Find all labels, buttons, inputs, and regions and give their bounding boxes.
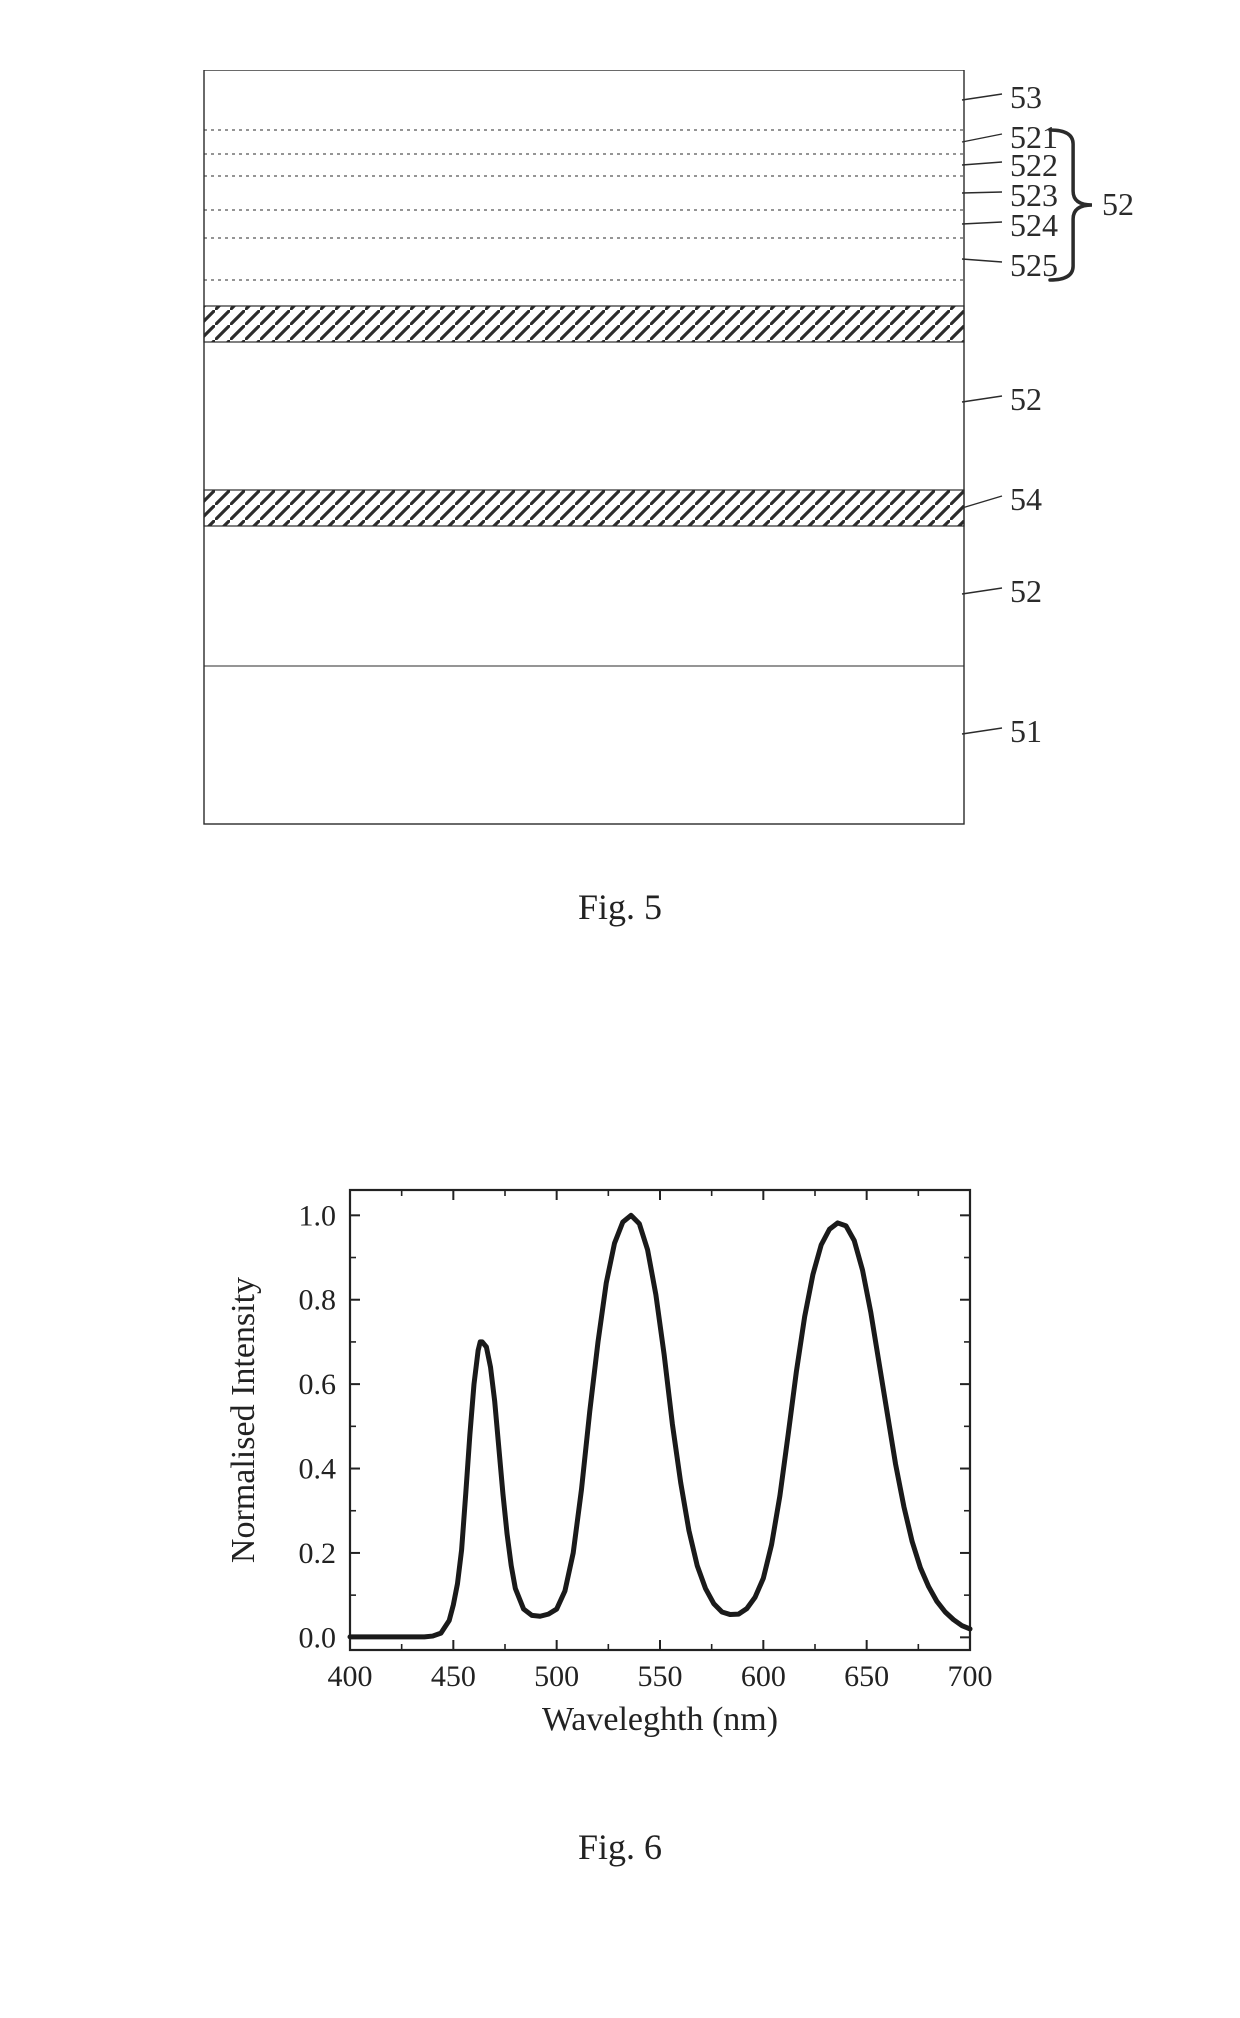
svg-text:524: 524	[1010, 207, 1058, 243]
svg-text:450: 450	[431, 1660, 476, 1693]
svg-text:550: 550	[638, 1660, 683, 1693]
svg-text:52: 52	[1102, 186, 1134, 222]
svg-text:53: 53	[1010, 79, 1042, 115]
svg-text:52: 52	[1010, 381, 1042, 417]
fig6-caption: Fig. 6	[0, 1826, 1240, 1868]
svg-text:Normalised Intensity: Normalised Intensity	[225, 1277, 262, 1563]
svg-text:400: 400	[328, 1660, 373, 1693]
svg-text:54: 54	[1010, 481, 1042, 517]
svg-text:1.0: 1.0	[299, 1199, 337, 1232]
svg-text:0.8: 0.8	[299, 1284, 337, 1317]
svg-text:Waveleghth (nm): Waveleghth (nm)	[542, 1701, 778, 1738]
svg-text:600: 600	[741, 1660, 786, 1693]
fig5-caption: Fig. 5	[0, 886, 1240, 928]
svg-text:0.4: 0.4	[299, 1453, 337, 1486]
svg-text:0.6: 0.6	[299, 1368, 337, 1401]
svg-text:51: 51	[1010, 713, 1042, 749]
fig5-layer-diagram: 535215225235245255254525152	[50, 70, 1190, 840]
svg-text:0.2: 0.2	[299, 1537, 337, 1570]
fig6-spectrum-chart: 400 450 500 550 600 650 700 0.0 0.2 0.4 0.6 0.8 1.0 W…	[190, 1170, 1050, 1780]
svg-text:500: 500	[534, 1660, 579, 1693]
svg-text:650: 650	[844, 1660, 889, 1693]
svg-text:0.0: 0.0	[299, 1621, 337, 1654]
svg-text:700: 700	[948, 1660, 993, 1693]
svg-text:52: 52	[1010, 573, 1042, 609]
svg-text:525: 525	[1010, 247, 1058, 283]
